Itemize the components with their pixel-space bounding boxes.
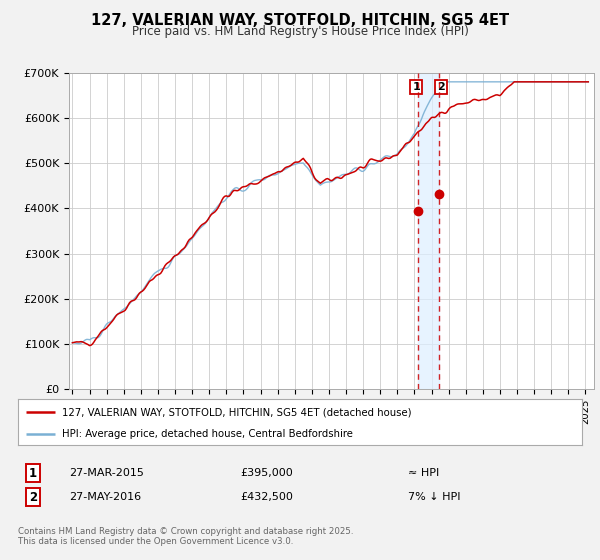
Text: 7% ↓ HPI: 7% ↓ HPI	[408, 492, 461, 502]
Text: 27-MAY-2016: 27-MAY-2016	[69, 492, 141, 502]
Text: £395,000: £395,000	[240, 468, 293, 478]
Text: 127, VALERIAN WAY, STOTFOLD, HITCHIN, SG5 4ET: 127, VALERIAN WAY, STOTFOLD, HITCHIN, SG…	[91, 13, 509, 28]
Text: 127, VALERIAN WAY, STOTFOLD, HITCHIN, SG5 4ET (detached house): 127, VALERIAN WAY, STOTFOLD, HITCHIN, SG…	[62, 407, 412, 417]
Text: Contains HM Land Registry data © Crown copyright and database right 2025.
This d: Contains HM Land Registry data © Crown c…	[18, 527, 353, 546]
Bar	[418, 73, 439, 389]
Text: Price paid vs. HM Land Registry's House Price Index (HPI): Price paid vs. HM Land Registry's House …	[131, 25, 469, 39]
Text: 27-MAR-2015: 27-MAR-2015	[69, 468, 144, 478]
Text: 2: 2	[437, 82, 445, 92]
Text: 2: 2	[29, 491, 37, 504]
Text: £432,500: £432,500	[240, 492, 293, 502]
Text: 1: 1	[412, 82, 420, 92]
Text: ≈ HPI: ≈ HPI	[408, 468, 439, 478]
Text: 1: 1	[29, 466, 37, 480]
Text: HPI: Average price, detached house, Central Bedfordshire: HPI: Average price, detached house, Cent…	[62, 429, 353, 438]
